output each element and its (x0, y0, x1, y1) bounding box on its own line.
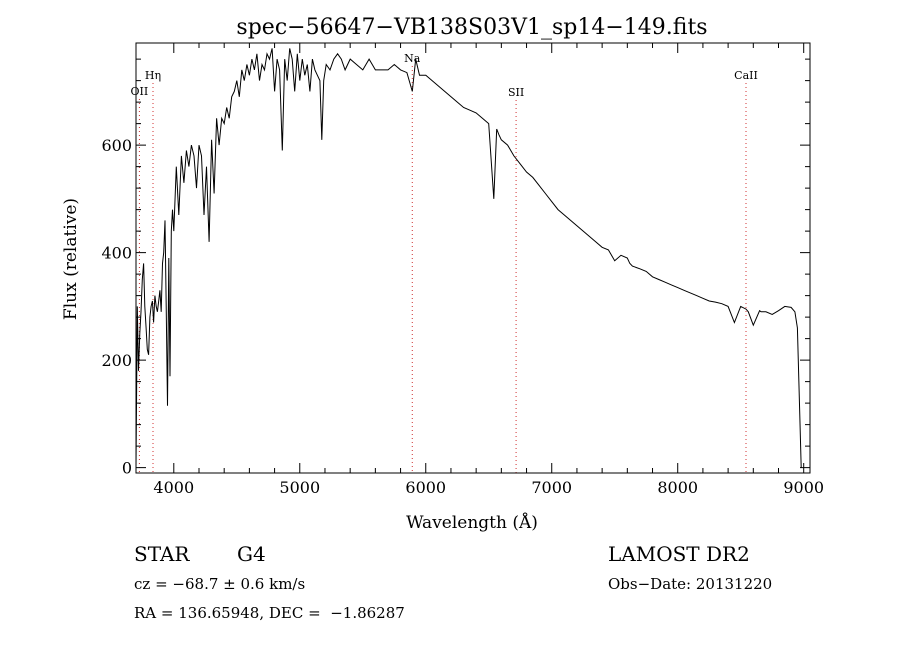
plot-frame (135, 42, 811, 474)
subclass: G4 (237, 542, 266, 566)
line-markers (138, 66, 747, 473)
y-tick-label: 600 (101, 136, 132, 155)
y-axis-label: Flux (relative) (61, 198, 81, 320)
x-tick-label: 6000 (405, 478, 446, 497)
x-tick-label: 8000 (657, 478, 698, 497)
obs-date: Obs−Date: 20131220 (608, 575, 773, 593)
emission-line-label: SІІ (508, 86, 524, 99)
y-tick-label: 400 (101, 244, 132, 263)
y-tick-label: 0 (122, 459, 132, 478)
line-labels: OІІ Hη Na SІІ CaІІ (131, 52, 758, 99)
redshift-readout: cz = −68.7 ± 0.6 km/s (134, 575, 306, 593)
emission-line-label: Hη (145, 69, 161, 82)
axis-tick-labels: 4000 5000 6000 7000 8000 9000 0 200 400 600 (101, 136, 824, 497)
x-axis-label: Wavelength (Å) (406, 512, 538, 533)
x-tick-label: 5000 (279, 478, 320, 497)
spectrum-line (135, 48, 802, 468)
coordinates: RA = 136.65948, DEC = −1.86287 (134, 604, 405, 622)
axis-ticks (136, 43, 810, 473)
object-class: STAR (134, 542, 190, 566)
x-tick-label: 4000 (153, 478, 194, 497)
x-tick-label: 7000 (531, 478, 572, 497)
x-tick-label: 9000 (783, 478, 824, 497)
y-tick-label: 200 (101, 351, 132, 370)
emission-line-label: Na (404, 52, 421, 65)
emission-line-label: CaІІ (734, 69, 758, 82)
chart-title: spec−56647−VB138S03V1_sp14−149.fits (236, 15, 707, 40)
emission-line-label: OІІ (131, 85, 149, 98)
survey-name: LAMOST DR2 (608, 542, 750, 566)
